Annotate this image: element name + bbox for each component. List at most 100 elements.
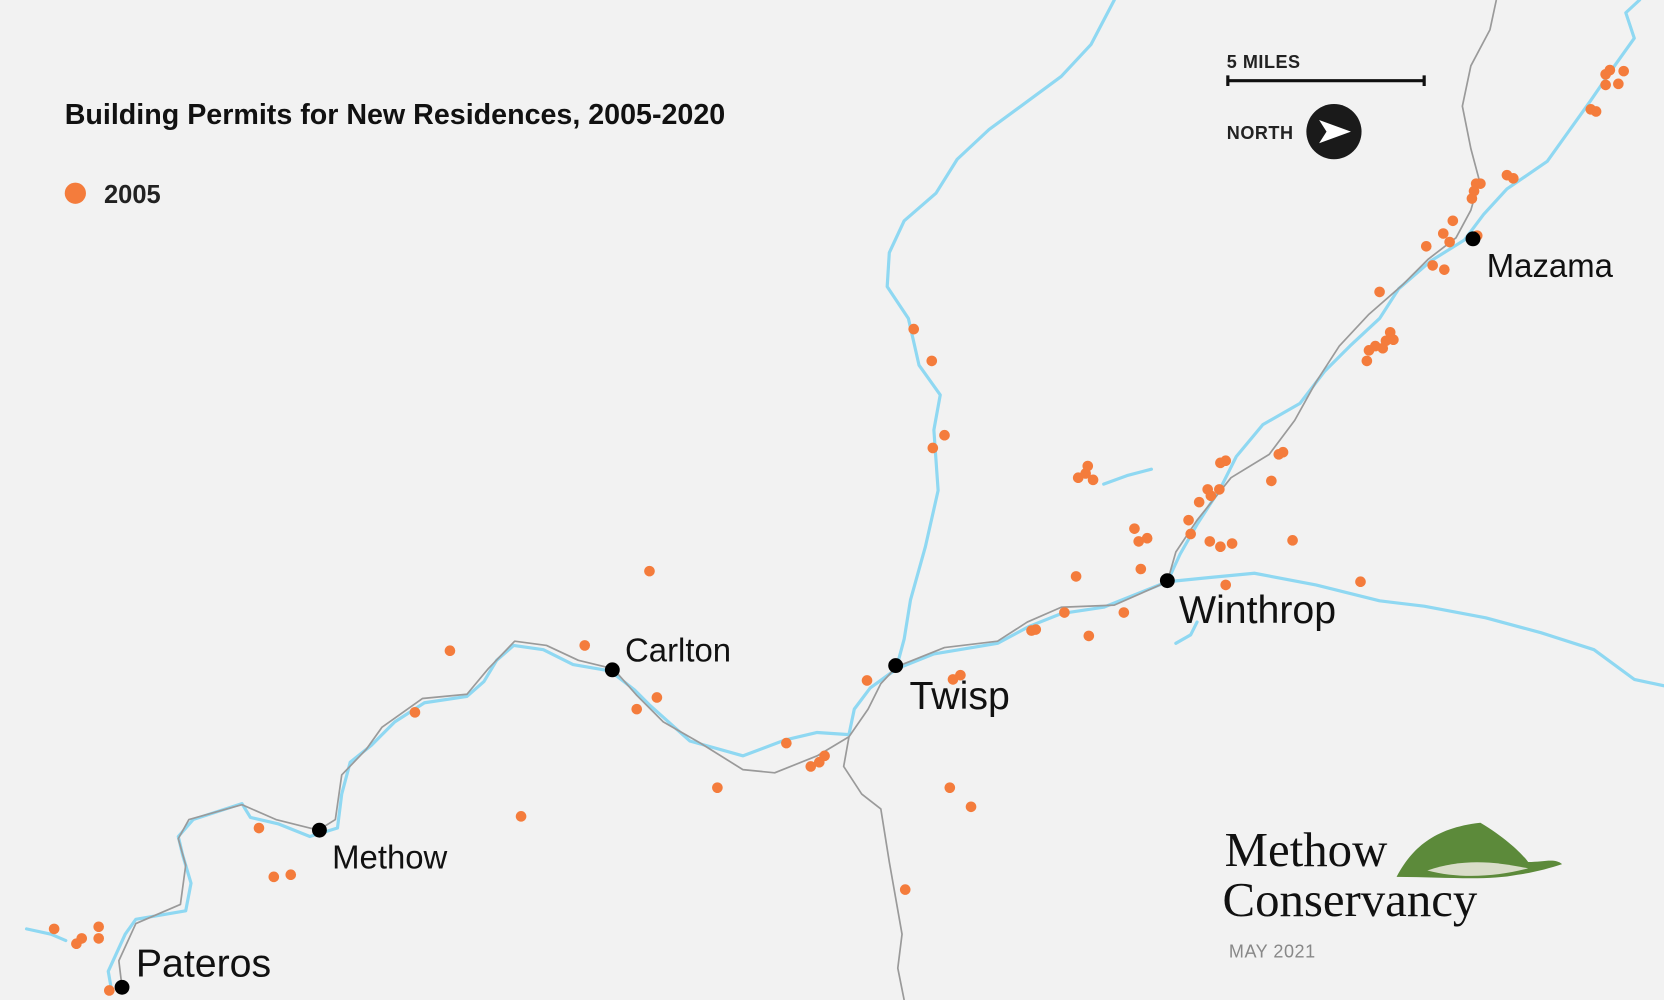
permit-dot: [1287, 535, 1298, 546]
permit-dot: [1613, 78, 1624, 90]
town-marker: [114, 979, 130, 995]
town-label: Twisp: [909, 674, 1009, 718]
creek: [24, 927, 68, 943]
north-arrow: [1319, 119, 1351, 144]
permit-dot: [819, 750, 830, 762]
pond: [1174, 620, 1199, 645]
town-marker: [1465, 231, 1481, 247]
map-title: Building Permits for New Residences, 200…: [65, 99, 725, 131]
permit-dot: [1447, 215, 1459, 227]
creek: [1102, 467, 1154, 486]
town-label: Winthrop: [1179, 588, 1336, 632]
scale-label: 5 MILES: [1227, 52, 1301, 72]
permit-dot: [651, 692, 663, 703]
permit-dot: [908, 323, 920, 335]
permit-dot: [93, 933, 104, 944]
permit-dot: [644, 565, 655, 577]
permit-dot: [955, 669, 966, 681]
permit-dot: [1220, 579, 1232, 591]
permit-dot: [1135, 563, 1147, 575]
permit-dot: [253, 822, 265, 834]
permit-dot: [1083, 630, 1095, 642]
permit-dot: [1437, 228, 1449, 239]
legend-label: 2005: [104, 181, 161, 209]
permit-dot: [1193, 496, 1205, 508]
permit-dot: [712, 782, 723, 793]
date-label: MAY 2021: [1229, 942, 1316, 962]
permit-dot: [1427, 260, 1438, 271]
permit-dot: [965, 801, 977, 813]
north-label: NORTH: [1227, 123, 1294, 143]
permit-dot: [1185, 528, 1196, 540]
logo-line1: Methow: [1225, 822, 1388, 877]
permit-dot: [579, 640, 591, 651]
permit-dot: [1444, 236, 1455, 248]
permit-dot: [1215, 541, 1226, 553]
permit-dot: [1070, 571, 1082, 582]
permit-dot: [1214, 484, 1225, 495]
permit-dot: [1475, 178, 1486, 189]
town-label: Pateros: [136, 942, 271, 986]
logo-line2: Conservancy: [1223, 872, 1478, 927]
permit-dot: [1374, 286, 1385, 298]
towns: Pateros Methow Carlton Twisp Winthrop Mazama: [114, 231, 1614, 995]
road: [842, 736, 905, 1000]
permit-dots: [48, 64, 1629, 996]
permit-dot: [861, 675, 873, 686]
permit-dot: [1618, 65, 1629, 77]
permit-dot: [1141, 532, 1153, 544]
permit-dot: [631, 703, 643, 715]
permit-dot: [1118, 607, 1130, 618]
permit-dot: [1361, 355, 1373, 367]
permit-dot: [1226, 538, 1238, 549]
permit-dot: [1508, 173, 1519, 184]
permit-dot: [927, 442, 939, 454]
town-label: Mazama: [1487, 247, 1614, 284]
permit-dot: [1604, 64, 1616, 76]
permit-dot: [926, 355, 938, 367]
permit-dot: [1204, 536, 1216, 547]
logo-leaf: [1396, 822, 1563, 879]
permit-dot: [1420, 240, 1432, 252]
permit-dot: [939, 429, 950, 441]
methow-river: [106, 0, 1642, 991]
town-marker: [888, 658, 904, 674]
permit-dot: [781, 737, 792, 749]
permit-dot: [515, 811, 527, 822]
permit-dot: [93, 921, 104, 933]
permit-dot: [1355, 576, 1366, 588]
permit-dot: [899, 884, 911, 895]
town-marker: [1159, 573, 1175, 589]
permit-dot: [285, 869, 297, 881]
permit-dot: [1205, 490, 1217, 502]
permit-dot: [1439, 264, 1450, 275]
town-marker: [312, 822, 327, 838]
permit-dot: [1183, 514, 1194, 526]
permit-dot: [48, 923, 60, 935]
permit-dot: [1082, 460, 1094, 472]
permit-dot: [76, 933, 88, 944]
permit-dot: [944, 782, 956, 793]
permit-dot: [1129, 523, 1140, 534]
permit-dot: [1133, 536, 1144, 547]
permit-dot: [1590, 106, 1602, 117]
town-marker: [604, 662, 620, 678]
permit-dot: [1059, 607, 1070, 618]
permit-dot: [1030, 624, 1042, 635]
logo-leaf-light: [1427, 862, 1529, 876]
legend-swatch: [64, 182, 86, 204]
twisp-river: [885, 0, 1116, 669]
permit-dot: [1266, 475, 1277, 487]
permit-dot: [1384, 326, 1396, 338]
permit-dot: [409, 707, 421, 718]
permit-dot: [444, 645, 456, 657]
town-label: Carlton: [625, 631, 731, 668]
chewuch-river: [1165, 571, 1664, 688]
permit-dot: [1087, 474, 1099, 486]
permit-dot: [268, 871, 280, 883]
permit-dot: [1600, 79, 1611, 91]
permit-dot: [104, 985, 115, 996]
